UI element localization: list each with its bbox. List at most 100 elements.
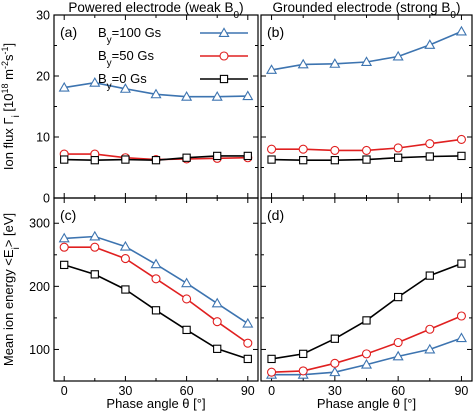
x-axis-title-1: Phase angle θ [°] [317,396,416,411]
data-point [213,344,222,353]
panel-c: 0 30 60 90 100 200 300 (c) [29,197,259,398]
data-point [299,156,308,165]
data-point [151,306,161,315]
x-tick-label: 90 [241,384,255,398]
panel-frame [53,14,259,199]
data-point [392,50,404,61]
data-point [243,151,252,161]
data-point [330,156,339,165]
x-tick-label: 30 [328,384,342,398]
data-point [212,317,222,327]
panel-label: (b) [267,24,284,40]
data-point [362,155,371,164]
y-tick-label: 100 [29,343,50,357]
x-axis-title-0: Phase angle θ [°] [106,396,205,411]
data-point [121,285,130,294]
panel-frame [260,197,473,382]
y-axis-title-1: Mean ion energy <Ei> [eV] [1,213,22,366]
data-point [211,297,223,308]
legend-label: By=50 Gs [98,48,154,69]
data-point [182,325,191,335]
data-point [393,153,403,162]
data-point [360,56,373,66]
y-tick-label: 0 [43,192,50,206]
x-axis-titles: Phase angle θ [°] Phase angle θ [°] [106,396,416,411]
data-point [425,271,434,280]
data-point [425,324,435,334]
data-point [242,90,254,101]
data-point [330,358,340,368]
data-point [59,242,69,252]
data-point [150,88,162,99]
y-tick-label: 30 [36,9,50,23]
data-point [392,350,404,361]
data-point [89,77,101,87]
data-point [213,151,222,161]
data-point [266,64,278,74]
data-point [90,242,100,252]
data-point [181,277,193,288]
data-point [330,145,340,155]
data-point [456,311,467,321]
data-point [457,151,466,161]
data-point [151,274,161,284]
data-point [425,152,434,161]
panel-frame [53,197,259,382]
data-point [90,156,99,165]
data-point [182,153,191,162]
data-point [362,316,371,325]
data-point [60,155,69,164]
data-point [297,58,309,69]
column-titles: Powered electrode (weak B0) Grounded elec… [68,0,460,21]
x-tick-label: 30 [118,384,132,398]
data-point [58,232,70,243]
data-point [211,91,223,101]
data-point [58,81,70,92]
legend-label: By=0 Gs [98,71,147,92]
data-point [120,254,130,264]
data-point [455,332,467,343]
y-axis-titles: Ion flux Γi [1018 m-2s-1] Mean ion energy… [0,43,22,366]
data-point [119,83,131,93]
data-point [393,143,403,153]
y-tick-label: 300 [29,217,50,231]
legend-entry-2: By=0 Gs [98,71,248,92]
panels: 0 10 20 30 (a) (b) 0 30 60 90 100 200 300 (c) 0 30 60 90 (… [29,9,473,398]
data-point [267,155,276,164]
data-point [298,144,308,154]
data-point [329,366,341,377]
x-tick-label: 0 [268,384,275,398]
panel-b: (b) [260,14,473,199]
data-point [361,145,372,155]
data-point [393,292,403,302]
data-point [119,240,131,251]
data-point [298,366,308,376]
legend-entry-1: By=50 Gs [98,48,248,69]
data-point [329,58,341,68]
panel-label: (d) [267,207,284,223]
data-point [457,259,466,268]
data-point [266,144,277,154]
data-point [243,354,252,364]
data-point [267,354,276,364]
data-point [330,334,339,343]
legend-marker [219,74,229,84]
y-tick-label: 200 [29,280,50,294]
y-axis-title-0: Ion flux Γi [1018 m-2s-1] [0,43,22,170]
data-point [181,91,193,101]
panel-label: (c) [60,207,76,223]
data-point [360,358,373,369]
legend-marker [218,27,230,38]
data-point [361,349,372,359]
data-point [424,343,436,354]
data-point [90,270,99,279]
data-point [242,317,254,328]
x-tick-label: 60 [391,384,405,398]
legend-entry-0: By=100 Gs [98,25,248,46]
y-tick-label: 20 [36,70,50,84]
data-point [299,349,308,359]
data-point [60,260,69,270]
legend-marker [219,51,229,61]
